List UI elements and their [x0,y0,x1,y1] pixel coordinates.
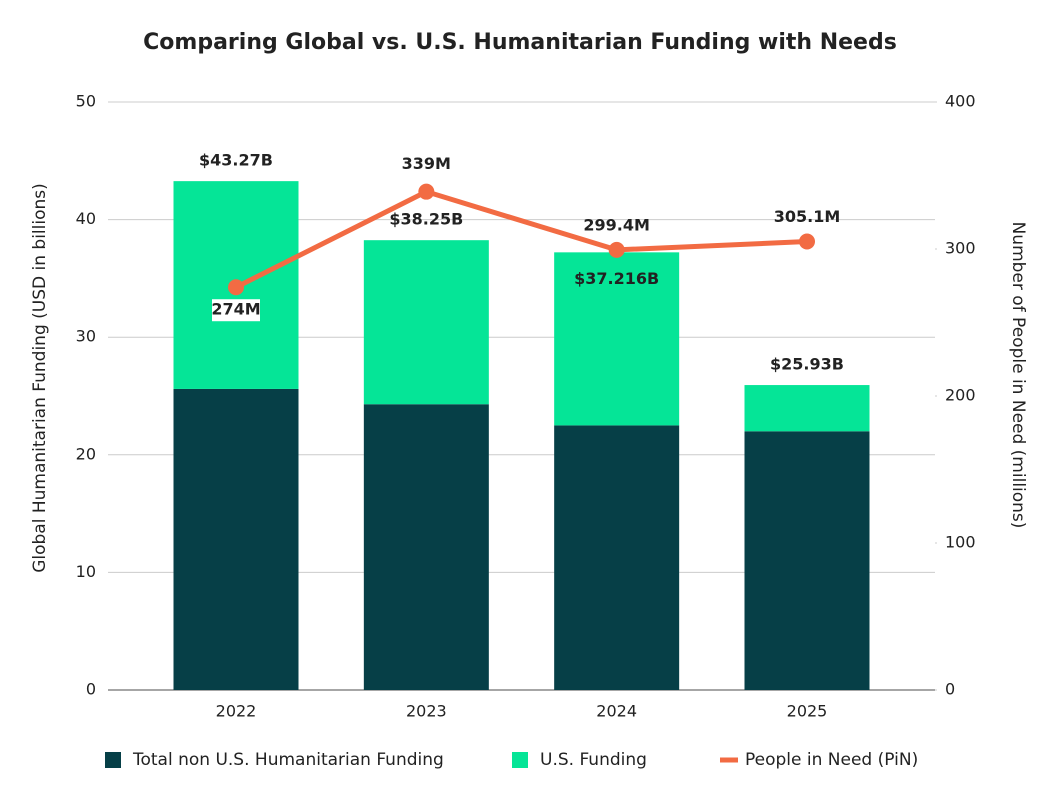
y-tick-label: 40 [76,209,96,228]
line-point [228,279,244,296]
bar-segment [554,425,680,690]
data-label: 339M [402,154,451,173]
y2-tick-label: 100 [945,533,976,552]
bar-segment [554,252,680,426]
bar-segment [744,431,870,690]
total-label: $37.216B [574,269,659,288]
data-label: 299.4M [583,215,650,234]
bar-segment [363,404,489,690]
line [234,188,808,290]
bar-segment [744,385,870,432]
legend-swatch [512,752,528,768]
data-label: 305.1M [774,207,841,226]
bar-segment [173,388,299,690]
x-tick-label: 2023 [406,702,447,721]
label-background [212,299,260,322]
y2-tick-label: 400 [945,92,976,111]
line-point [608,241,625,258]
line-point [799,233,815,250]
x-tick-label: 2025 [787,702,828,721]
total-label: $25.93B [770,355,844,374]
y2-tick-label: 200 [945,386,976,405]
legend-label: Total non U.S. Humanitarian Funding [132,750,444,770]
data-label: 274M [211,300,260,319]
chart-title: Comparing Global vs. U.S. Humanitarian F… [143,30,897,55]
y-tick-label: 30 [76,327,96,346]
total-label: $43.27B [199,151,273,170]
y-axis-label: Global Humanitarian Funding (USD in bill… [30,183,50,573]
y2-tick-label: 0 [945,680,955,699]
y-tick-label: 50 [76,92,96,111]
legend-swatch [105,752,121,768]
y2-tick-label: 300 [945,239,976,258]
line-point [418,183,435,200]
y-tick-label: 10 [76,562,96,581]
total-label: $38.25B [389,210,463,229]
x-tick-label: 2022 [216,702,257,721]
y-tick-label: 0 [86,680,96,699]
x-tick-label: 2024 [596,702,637,721]
y2-axis-label: Number of People in Need (millions) [1008,222,1028,529]
legend-label: U.S. Funding [540,750,647,770]
bar-segment [363,240,489,405]
legend-label: People in Need (PiN) [745,750,918,770]
y-tick-label: 20 [76,444,96,463]
